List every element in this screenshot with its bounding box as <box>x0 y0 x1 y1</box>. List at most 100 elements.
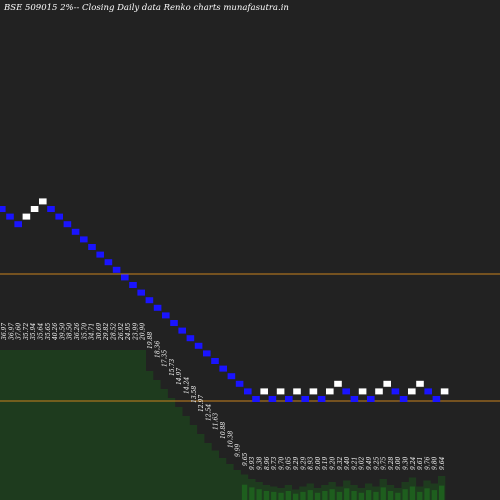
renko-brick-down <box>137 289 145 296</box>
renko-brick-up <box>375 388 383 395</box>
renko-brick-up <box>30 206 39 212</box>
renko-brick-up <box>440 388 449 395</box>
volume-bar <box>366 490 372 500</box>
price-label: 19.88 <box>147 332 154 349</box>
price-label: 8.93 <box>308 456 315 470</box>
volume-bar <box>307 490 313 500</box>
renko-brick-down <box>63 221 72 228</box>
price-label: 12.54 <box>205 404 212 421</box>
renko-brick-down <box>203 350 211 357</box>
renko-brick-down <box>6 213 14 220</box>
volume-bar <box>387 491 394 500</box>
price-label: 9.73 <box>271 456 278 470</box>
renko-brick-down <box>80 236 88 243</box>
renko-brick-up <box>383 380 391 387</box>
price-label: 23.99 <box>132 323 139 341</box>
renko-brick-down <box>301 396 309 402</box>
volume-bar <box>409 486 416 500</box>
renko-brick-down <box>0 206 6 212</box>
price-label: 12.97 <box>198 395 205 412</box>
renko-brick-down <box>367 396 375 402</box>
renko-brick-down <box>268 396 277 402</box>
renko-brick-down <box>71 228 80 235</box>
price-label: 8.96 <box>264 456 271 470</box>
renko-brick-down <box>350 396 359 402</box>
price-label: 9.80 <box>432 456 439 470</box>
volume-bar <box>314 492 321 500</box>
renko-brick-up <box>416 380 424 387</box>
price-label: 13.58 <box>191 386 198 403</box>
volume-bar <box>351 491 357 500</box>
price-label: 9.61 <box>417 457 424 470</box>
renko-brick-up <box>293 388 301 395</box>
volume-bar <box>278 492 284 500</box>
renko-brick-down <box>227 373 236 380</box>
volume-bar <box>336 491 343 500</box>
price-label: 9.65 <box>242 452 249 466</box>
renko-brick-down <box>170 320 178 326</box>
price-label: 9.40 <box>344 456 351 470</box>
price-label: 29.82 <box>103 323 110 341</box>
renko-brick-down <box>55 213 63 220</box>
volume-bar <box>271 491 277 500</box>
renko-brick-up <box>22 213 31 220</box>
price-label: 17.35 <box>162 350 169 367</box>
price-label: 9.99 <box>235 443 242 457</box>
price-label: 9.20 <box>330 456 337 470</box>
price-label: 14.24 <box>184 377 191 394</box>
volume-bar <box>241 484 248 500</box>
volume-bar <box>358 492 364 500</box>
renko-brick-down <box>252 396 260 402</box>
price-label: 10.38 <box>227 431 234 448</box>
price-label: 34.71 <box>89 323 96 340</box>
renko-brick-up <box>39 198 47 205</box>
renko-brick-up <box>408 388 416 395</box>
renko-brick-down <box>211 358 219 364</box>
volume-bar <box>300 491 306 500</box>
price-label: 9.49 <box>366 456 373 470</box>
price-labels: 36.97 36.97 37.60 35.72 35.94 35.64 35.65 40.26… <box>1 323 446 470</box>
volume-bar <box>424 488 430 500</box>
price-label: 9.25 <box>373 456 380 470</box>
price-label: 38.50 <box>67 323 74 340</box>
renko-brick-down <box>244 388 252 395</box>
price-label: 28.52 <box>111 323 118 341</box>
renko-brick-down <box>424 388 432 395</box>
price-label: 37.60 <box>16 323 23 340</box>
renko-brick-down <box>285 396 293 402</box>
price-label: 39.50 <box>59 323 66 340</box>
volume-bar <box>402 489 408 500</box>
volume-bar <box>329 489 335 500</box>
price-label: 9.75 <box>381 456 388 470</box>
renko-brick-down <box>432 396 441 402</box>
price-label: 24.95 <box>125 323 132 341</box>
volume-bar <box>431 490 437 500</box>
renko-brick-down <box>162 312 170 319</box>
renko-brick-down <box>14 221 22 228</box>
price-label: 14.97 <box>176 368 183 385</box>
volume-area <box>0 350 446 500</box>
renko-brick-down <box>112 266 121 273</box>
renko-brick-down <box>153 304 162 311</box>
price-label: 30.69 <box>96 323 103 340</box>
price-label: 9.29 <box>300 456 307 470</box>
price-label: 9.29 <box>293 456 300 470</box>
volume-bar <box>380 487 386 500</box>
price-label: 35.64 <box>38 323 45 340</box>
price-label: 9.64 <box>439 456 446 470</box>
volume-bar <box>417 491 423 500</box>
price-label: 9.19 <box>322 456 329 470</box>
price-label: 20.90 <box>140 323 147 341</box>
price-label: 9.02 <box>359 456 366 470</box>
volume-bar <box>439 485 445 500</box>
renko-brick-down <box>88 244 96 250</box>
renko-brick-down <box>391 388 400 395</box>
level-lines <box>0 273 500 402</box>
price-label: 18.36 <box>154 341 161 358</box>
renko-brick-down <box>104 259 113 266</box>
price-label: 35.70 <box>81 323 88 340</box>
renko-brick-down <box>96 251 104 258</box>
volume-bar <box>395 492 401 500</box>
renko-brick-up <box>309 388 318 395</box>
